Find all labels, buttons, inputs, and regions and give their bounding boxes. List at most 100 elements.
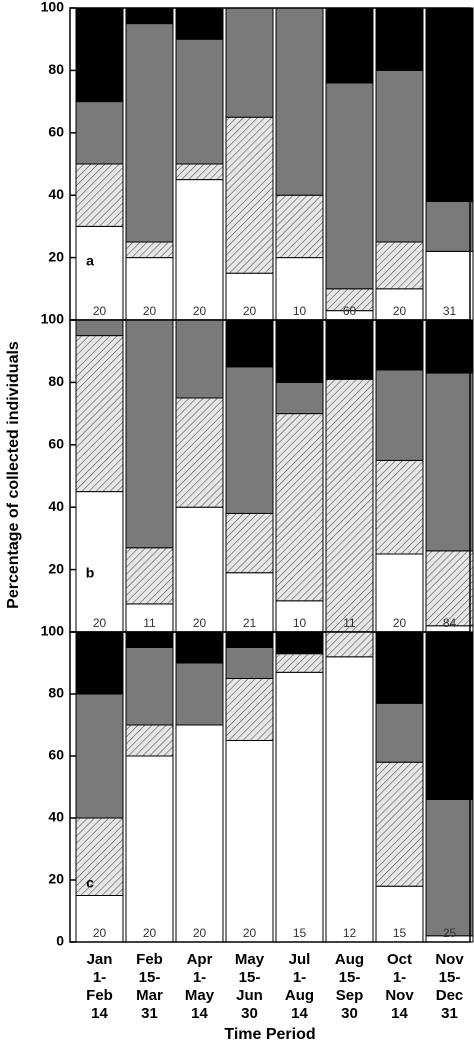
- bar-segment: [125, 631, 174, 648]
- x-tick-label: 31: [141, 1005, 158, 1022]
- sample-size: 20: [143, 926, 157, 940]
- x-tick-label: Sep: [336, 987, 364, 1004]
- bar-segment: [375, 702, 424, 763]
- bar-segment: [75, 319, 124, 337]
- bar-segment: [175, 724, 224, 943]
- sample-size: 11: [343, 616, 356, 630]
- bar-segment: [125, 647, 174, 726]
- bar-segment: [75, 491, 124, 633]
- bar-segment: [275, 671, 324, 943]
- y-tick-label: 40: [48, 186, 64, 202]
- bar-segment: [425, 798, 474, 937]
- bar-segment: [175, 506, 224, 633]
- x-tick-label: 1-: [393, 969, 406, 986]
- x-tick-label: 14: [191, 1005, 208, 1022]
- bar-segment: [125, 755, 174, 943]
- sample-size: 60: [343, 304, 357, 318]
- bar-segment: [325, 7, 374, 84]
- sample-size: 21: [243, 616, 257, 630]
- bar-segment: [275, 7, 324, 196]
- bar-segment: [325, 319, 374, 380]
- bar-segment: [225, 678, 274, 741]
- bar-segment: [75, 631, 124, 695]
- bar-segment: [275, 653, 324, 673]
- y-tick-label: 60: [48, 124, 64, 140]
- y-tick-label: 0: [56, 933, 64, 949]
- bar-segment: [175, 319, 224, 399]
- panel-label: b: [86, 565, 95, 581]
- bar-segment: [425, 319, 474, 374]
- y-tick-label: 20: [48, 560, 64, 576]
- sample-size: 15: [293, 926, 307, 940]
- x-tick-label: Feb: [136, 951, 163, 968]
- sample-size: 20: [243, 926, 257, 940]
- bar-segment: [275, 413, 324, 602]
- bar-segment: [125, 319, 174, 549]
- x-tick-label: 1-: [193, 969, 206, 986]
- bar-segment: [225, 319, 274, 368]
- bar-segment: [75, 101, 124, 165]
- x-tick-label: Feb: [86, 987, 113, 1004]
- bar-segment: [375, 631, 424, 704]
- sample-size: 20: [243, 304, 257, 318]
- x-tick-label: 15-: [339, 969, 361, 986]
- bar-segment: [425, 372, 474, 552]
- sample-size: 10: [293, 304, 307, 318]
- sample-size: 20: [193, 304, 207, 318]
- bar-segment: [325, 82, 374, 290]
- x-tick-label: Aug: [335, 951, 364, 968]
- x-axis-label: Time Period: [224, 1026, 315, 1043]
- bar-segment: [275, 319, 324, 383]
- bar-segment: [325, 631, 374, 658]
- y-tick-label: 60: [48, 436, 64, 452]
- bar-segment: [275, 381, 324, 415]
- bar-segment: [425, 550, 474, 627]
- sample-size: 20: [93, 926, 107, 940]
- bar-segment: [125, 547, 174, 605]
- x-tick-label: 1-: [293, 969, 306, 986]
- bar-segment: [175, 179, 224, 321]
- x-tick-label: Aug: [285, 987, 314, 1004]
- y-tick-label: 80: [48, 373, 64, 389]
- bar-segment: [375, 241, 424, 290]
- sample-size: 20: [393, 616, 407, 630]
- bar-segment: [125, 7, 174, 25]
- sample-size: 20: [193, 926, 207, 940]
- x-tick-label: May: [185, 987, 215, 1004]
- sample-size: 11: [143, 616, 156, 630]
- y-tick-label: 80: [48, 61, 64, 77]
- bar-segment: [325, 656, 374, 943]
- panel-label: a: [86, 253, 94, 269]
- x-tick-label: 14: [91, 1005, 108, 1022]
- bar-segment: [75, 817, 124, 896]
- sample-size: 20: [193, 616, 207, 630]
- bar-segment: [75, 163, 124, 227]
- sample-size: 20: [93, 616, 107, 630]
- panel-frame: [69, 631, 471, 943]
- bar-segment: [375, 69, 424, 243]
- bar-segment: [175, 163, 224, 181]
- x-tick-label: 14: [391, 1005, 408, 1022]
- x-tick-label: May: [235, 951, 265, 968]
- sample-size: 20: [393, 304, 407, 318]
- x-tick-label: Jun: [236, 987, 263, 1004]
- y-tick-label: 20: [48, 871, 64, 887]
- x-tick-label: Oct: [387, 951, 412, 968]
- x-tick-label: 31: [441, 1005, 458, 1022]
- y-tick-label: 80: [48, 685, 64, 701]
- y-tick-label: 100: [41, 311, 65, 327]
- y-tick-label: 40: [48, 498, 64, 514]
- bar-segment: [225, 512, 274, 574]
- sample-size: 25: [443, 926, 457, 940]
- bar-segment: [225, 7, 274, 118]
- sample-size: 12: [343, 926, 357, 940]
- bar-segment: [375, 459, 424, 555]
- bar-segment: [175, 631, 224, 664]
- bar-segment: [425, 7, 474, 202]
- x-tick-label: Mar: [136, 987, 163, 1004]
- x-tick-label: Nov: [435, 951, 464, 968]
- x-tick-label: 30: [341, 1005, 358, 1022]
- sample-size: 10: [293, 616, 307, 630]
- bar-segment: [375, 553, 424, 633]
